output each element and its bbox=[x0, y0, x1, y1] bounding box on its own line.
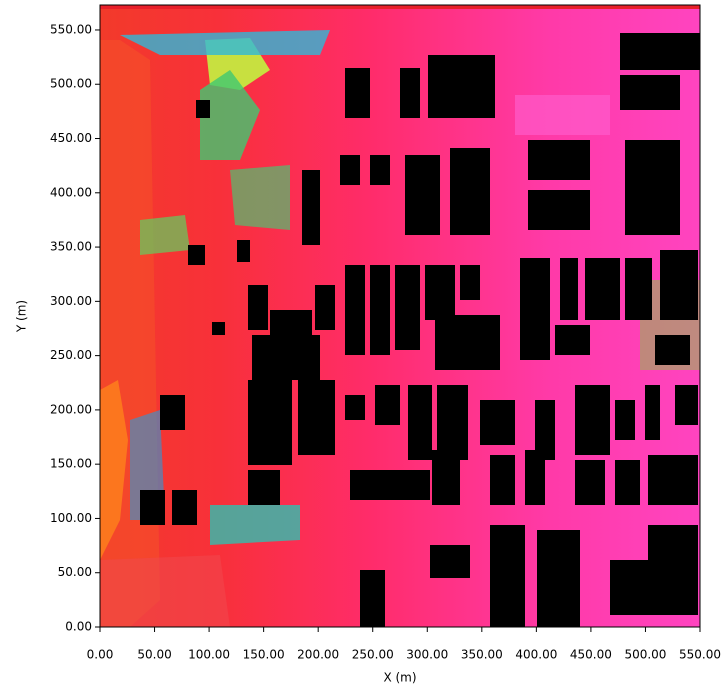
y-tick-label: 150.00 bbox=[50, 457, 92, 471]
x-tick-label: 550.00 bbox=[679, 648, 721, 662]
y-tick-label: 500.00 bbox=[50, 77, 92, 91]
y-tick-label: 100.00 bbox=[50, 511, 92, 525]
x-tick-label: 0.00 bbox=[87, 648, 114, 662]
y-tick-label: 50.00 bbox=[58, 565, 92, 579]
x-tick-label: 50.00 bbox=[137, 648, 171, 662]
x-tick-label: 250.00 bbox=[352, 648, 394, 662]
y-tick-label: 250.00 bbox=[50, 348, 92, 362]
y-tick-label: 0.00 bbox=[65, 620, 92, 634]
x-tick-label: 150.00 bbox=[243, 648, 285, 662]
x-tick-label: 400.00 bbox=[515, 648, 557, 662]
y-tick-label: 200.00 bbox=[50, 402, 92, 416]
x-tick-label: 100.00 bbox=[188, 648, 230, 662]
x-tick-label: 200.00 bbox=[297, 648, 339, 662]
x-tick-label: 450.00 bbox=[570, 648, 612, 662]
y-axis-label: Y (m) bbox=[15, 300, 29, 333]
y-tick-label: 300.00 bbox=[50, 294, 92, 308]
x-axis-label: X (m) bbox=[383, 671, 416, 685]
x-tick-label: 500.00 bbox=[624, 648, 666, 662]
x-tick-label: 300.00 bbox=[406, 648, 448, 662]
buildings bbox=[140, 33, 700, 627]
y-tick-label: 400.00 bbox=[50, 185, 92, 199]
y-tick-label: 350.00 bbox=[50, 240, 92, 254]
plot-frame bbox=[99, 4, 701, 628]
y-tick-label: 450.00 bbox=[50, 131, 92, 145]
x-tick-label: 350.00 bbox=[461, 648, 503, 662]
y-tick-label: 550.00 bbox=[50, 22, 92, 36]
